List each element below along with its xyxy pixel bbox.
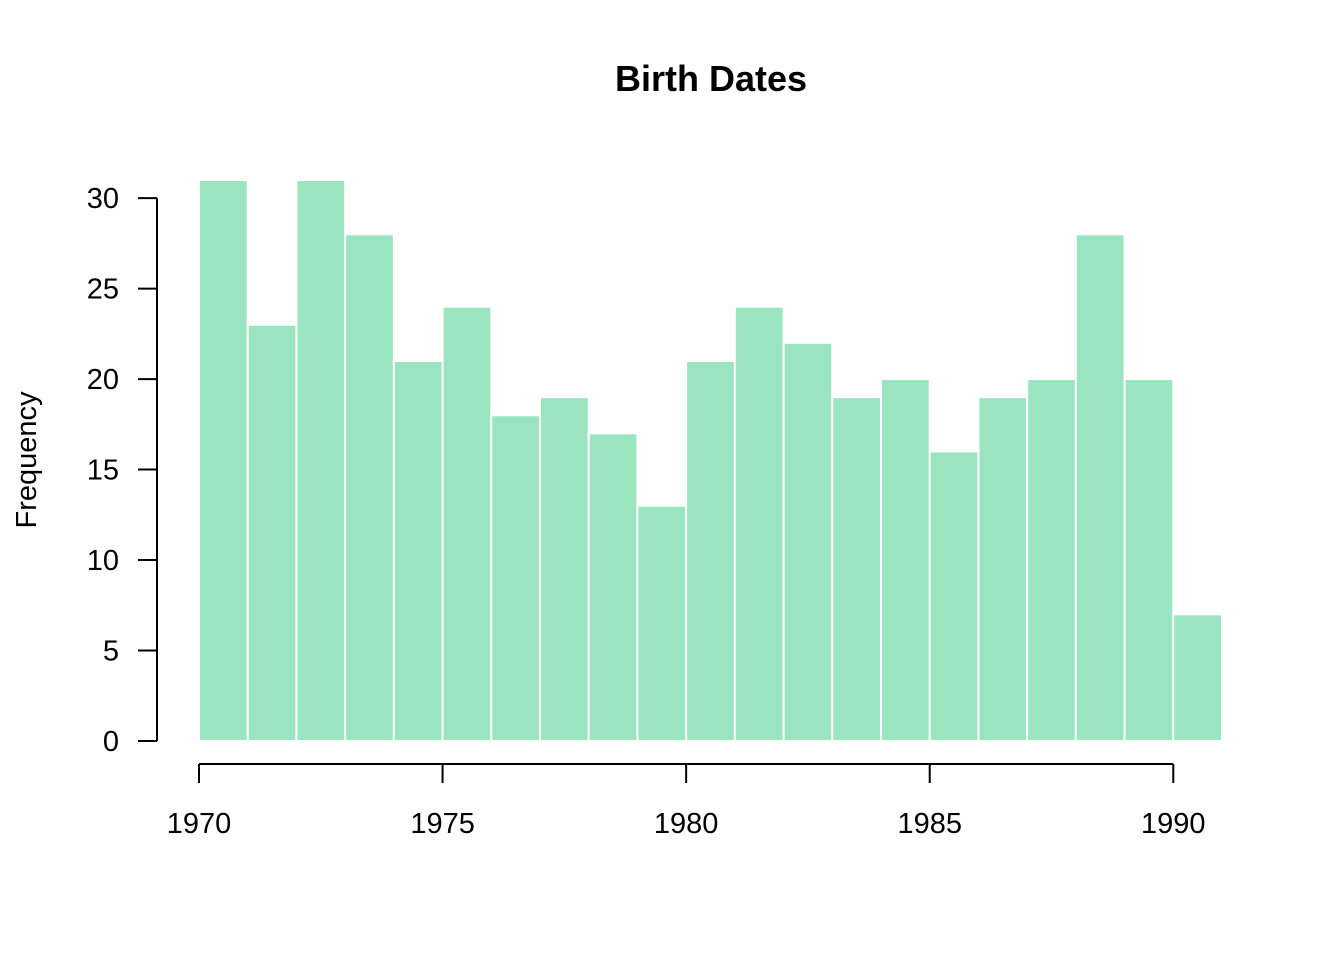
y-tick-label: 25 [87, 274, 119, 306]
histogram-bar [539, 396, 590, 742]
histogram-bar [441, 305, 493, 742]
y-tick-label: 15 [87, 455, 119, 487]
histogram-bar [831, 396, 882, 742]
y-tick-label: 5 [103, 636, 119, 668]
histogram-bar [1123, 378, 1175, 742]
histogram-bar [246, 323, 298, 742]
y-tick-label: 10 [87, 545, 119, 577]
histogram-bar [490, 414, 541, 742]
x-tick-label: 1970 [167, 808, 232, 840]
x-tick-label: 1985 [897, 808, 962, 840]
histogram-bar [198, 179, 249, 742]
histogram-bar [977, 396, 1029, 742]
histogram-bar [685, 359, 736, 742]
x-tick-label: 1975 [410, 808, 475, 840]
x-tick-label: 1980 [654, 808, 719, 840]
y-axis: 0 5 10 15 20 25 30 [87, 183, 158, 758]
y-tick-label: 30 [87, 183, 119, 215]
histogram-bar [1026, 378, 1077, 742]
y-axis-label: Frequency [11, 391, 43, 529]
histogram-bar [344, 233, 395, 743]
histogram-bar [636, 504, 688, 743]
histogram-bar [1074, 233, 1126, 743]
y-tick-label: 0 [103, 726, 119, 758]
x-tick-label: 1990 [1141, 808, 1206, 840]
histogram-bar [587, 432, 639, 742]
histogram-bar [1172, 613, 1224, 742]
chart-title: Birth Dates [615, 58, 807, 99]
y-tick-label: 20 [87, 364, 119, 396]
histogram-bar [928, 450, 980, 742]
histogram-bar [295, 179, 347, 742]
histogram-bar [733, 305, 785, 742]
x-axis: 1970 1975 1980 1985 1990 [167, 763, 1206, 840]
histogram-bar [782, 341, 834, 742]
histogram-bar [880, 378, 931, 742]
bars-group [198, 179, 1224, 743]
histogram-bar [392, 359, 444, 742]
